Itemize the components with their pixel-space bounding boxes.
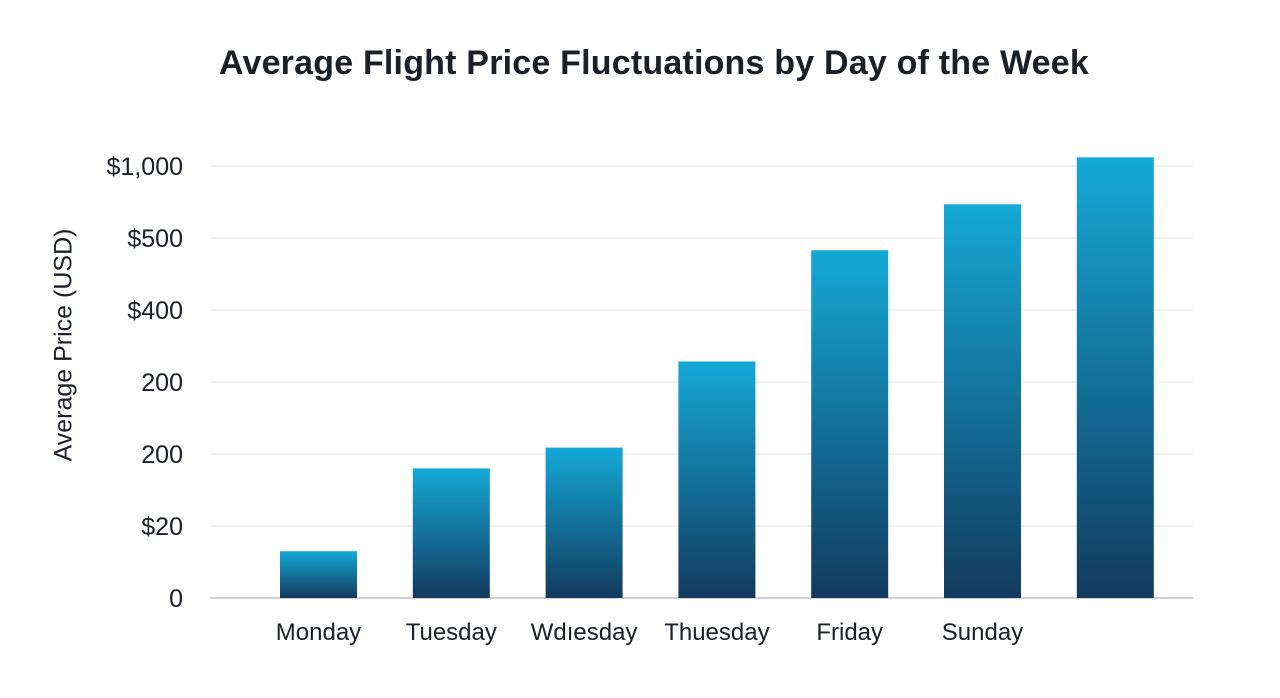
y-tick-label: $500 — [127, 225, 183, 253]
x-tick-label: Tuesday — [406, 619, 497, 646]
bar-wdıesday — [545, 447, 623, 598]
chart-title: Average Flight Price Fluctuations by Day… — [218, 44, 1090, 82]
bar-unlabeled — [1076, 157, 1154, 599]
y-tick-label: $400 — [127, 297, 183, 325]
y-tick-label: 0 — [169, 585, 183, 613]
y-tick-label: $20 — [141, 513, 183, 541]
bar-thuesday — [678, 361, 756, 598]
y-tick-label: $1,000 — [107, 153, 183, 181]
x-tick-label: Sunday — [942, 619, 1023, 646]
bar-monday — [280, 551, 357, 598]
x-tick-label: Friday — [816, 619, 883, 646]
x-tick-label: Thuesday — [664, 619, 769, 646]
bar-tuesday — [412, 468, 490, 598]
x-tick-label: Monday — [276, 619, 361, 646]
y-tick-label: 200 — [141, 441, 183, 469]
bar-friday — [811, 250, 889, 599]
bar-sunday — [944, 204, 1021, 598]
x-tick-label: Wdıesday — [531, 619, 638, 646]
y-tick-label: 200 — [141, 369, 183, 397]
